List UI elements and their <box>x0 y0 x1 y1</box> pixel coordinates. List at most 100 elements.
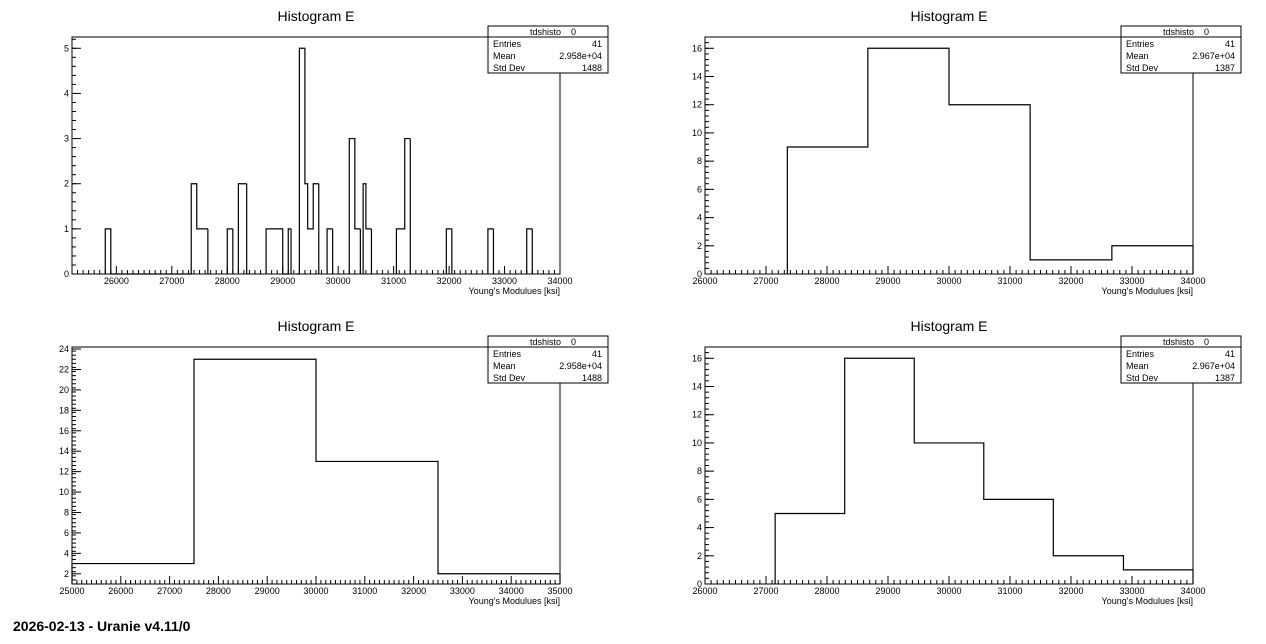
y-tick-label: 2 <box>64 179 69 189</box>
plot-frame <box>704 346 1194 585</box>
x-tick-label: 27000 <box>753 586 778 596</box>
stats-stddev-value: 1488 <box>582 63 602 73</box>
x-axis-label: Young's Modulues [ksi] <box>1102 596 1193 606</box>
x-tick-label: 27000 <box>753 276 778 286</box>
x-tick-label: 32000 <box>437 276 462 286</box>
y-tick-label: 0 <box>697 269 702 279</box>
x-tick-label: 27000 <box>159 276 184 286</box>
x-tick-label: 32000 <box>1058 586 1083 596</box>
x-tick-label: 33000 <box>1119 276 1144 286</box>
x-tick-label: 29000 <box>255 586 280 596</box>
y-tick-label: 14 <box>692 72 702 82</box>
stats-mean-value: 2.967e+04 <box>1192 51 1235 61</box>
stats-mean-value: 2.967e+04 <box>1192 361 1235 371</box>
y-tick-label: 8 <box>697 466 702 476</box>
x-tick-label: 35000 <box>547 586 572 596</box>
y-tick-label: 4 <box>697 213 702 223</box>
y-tick-label: 14 <box>59 446 69 456</box>
y-tick-label: 6 <box>697 184 702 194</box>
histogram-outline <box>71 358 560 584</box>
stats-mean-label: Mean <box>493 361 516 371</box>
y-tick-label: 10 <box>692 438 702 448</box>
chart-title: Histogram E <box>910 8 987 24</box>
chart-title: Histogram E <box>277 318 354 334</box>
stats-stddev-label: Std Dev <box>1126 63 1159 73</box>
y-tick-label: 0 <box>64 269 69 279</box>
x-tick-label: 30000 <box>326 276 351 286</box>
stats-name: __tdshisto__0 <box>519 337 576 347</box>
stats-name: __tdshisto__0 <box>1152 337 1209 347</box>
x-tick-label: 30000 <box>936 586 961 596</box>
x-tick-label: 26000 <box>692 586 717 596</box>
y-tick-label: 6 <box>64 528 69 538</box>
stats-entries-value: 41 <box>1225 349 1235 359</box>
histogram-panel-bottom-right: Histogram E 26000 27000 28000 29000 30000 3100… <box>692 318 1242 606</box>
y-tick-label: 12 <box>59 467 69 477</box>
y-tick-label: 20 <box>59 385 69 395</box>
x-tick-label: 25000 <box>59 586 84 596</box>
x-tick-label: 26000 <box>108 586 133 596</box>
y-tick-label: 8 <box>697 156 702 166</box>
x-tick-label: 34000 <box>1180 586 1205 596</box>
histogram-outline <box>786 47 1193 274</box>
stats-box <box>1120 335 1242 384</box>
stats-name: __tdshisto__0 <box>519 27 576 37</box>
x-tick-label: 31000 <box>997 586 1022 596</box>
plot-frame <box>71 36 561 275</box>
stats-stddev-value: 1488 <box>582 373 602 383</box>
y-tick-label: 1 <box>64 224 69 234</box>
x-tick-label: 26000 <box>692 276 717 286</box>
y-tick-label: 12 <box>692 410 702 420</box>
x-tick-label: 28000 <box>215 276 240 286</box>
y-tick-label: 10 <box>59 487 69 497</box>
stats-entries-label: Entries <box>1126 39 1155 49</box>
y-tick-label: 2 <box>697 551 702 561</box>
y-tick-label: 16 <box>59 426 69 436</box>
y-tick-label: 2 <box>64 569 69 579</box>
y-tick-label: 4 <box>64 88 69 98</box>
stats-box <box>487 335 609 384</box>
stats-box <box>487 25 609 74</box>
y-tick-label: 12 <box>692 100 702 110</box>
x-tick-label: 32000 <box>1058 276 1083 286</box>
x-tick-label: 34000 <box>499 586 524 596</box>
y-tick-label: 5 <box>64 43 69 53</box>
y-tick-label: 3 <box>64 134 69 144</box>
y-tick-label: 8 <box>64 507 69 517</box>
y-tick-label: 22 <box>59 364 69 374</box>
histogram-outline <box>104 47 533 275</box>
stats-mean-label: Mean <box>493 51 516 61</box>
y-tick-label: 4 <box>64 548 69 558</box>
x-tick-label: 26000 <box>104 276 129 286</box>
histogram-panel-top-right: Histogram E 26000 27000 28000 29000 30000 3100… <box>692 8 1242 296</box>
x-tick-label: 31000 <box>381 276 406 286</box>
stats-stddev-label: Std Dev <box>493 373 526 383</box>
x-tick-label: 30000 <box>936 276 961 286</box>
stats-entries-value: 41 <box>592 39 602 49</box>
stats-entries-value: 41 <box>1225 39 1235 49</box>
stats-box <box>1120 25 1242 74</box>
y-tick-label: 10 <box>692 128 702 138</box>
y-tick-label: 4 <box>697 523 702 533</box>
stats-stddev-label: Std Dev <box>1126 373 1159 383</box>
chart-title: Histogram E <box>910 318 987 334</box>
x-tick-label: 32000 <box>401 586 426 596</box>
histogram-panel-bottom-left: Histogram E 25000 26000 27000 28000 29000 3000… <box>59 318 609 606</box>
stats-mean-value: 2.958e+04 <box>559 51 602 61</box>
y-tick-label: 14 <box>692 382 702 392</box>
y-tick-label: 6 <box>697 494 702 504</box>
x-tick-label: 31000 <box>352 586 377 596</box>
x-tick-label: 33000 <box>1119 586 1144 596</box>
y-tick-label: 16 <box>692 353 702 363</box>
x-axis-label: Young's Modulues [ksi] <box>469 286 560 296</box>
histogram-outline <box>774 357 1193 584</box>
x-tick-label: 34000 <box>547 276 572 286</box>
x-tick-label: 27000 <box>157 586 182 596</box>
footer-label: 2026-02-13 - Uranie v4.11/0 <box>13 618 191 634</box>
x-tick-label: 30000 <box>303 586 328 596</box>
y-tick-label: 24 <box>59 344 69 354</box>
stats-stddev-value: 1387 <box>1215 63 1235 73</box>
x-tick-label: 29000 <box>875 586 900 596</box>
histogram-panel-top-left: Histogram E 26000 27000 28000 29000 30000 3100… <box>64 8 609 296</box>
x-tick-label: 33000 <box>492 276 517 286</box>
